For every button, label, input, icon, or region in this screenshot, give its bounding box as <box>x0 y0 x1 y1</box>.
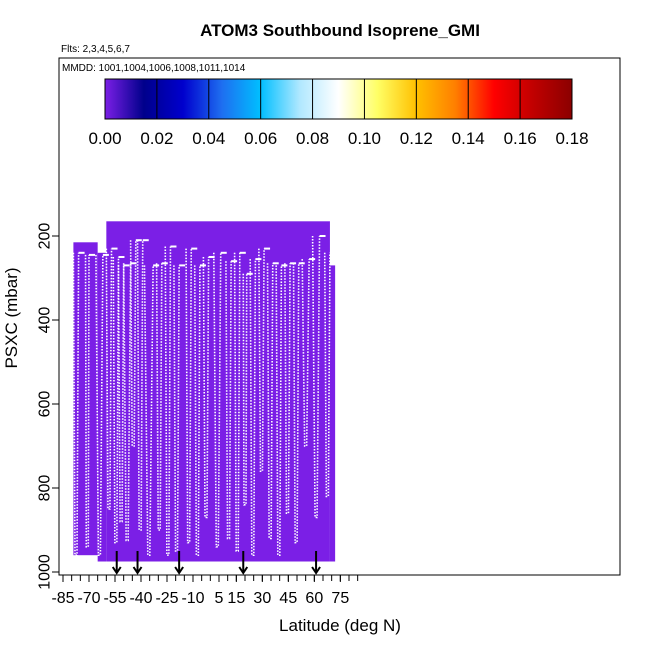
flight-profile <box>155 263 163 531</box>
colorbar-tick-label: 0.04 <box>192 129 225 148</box>
colorbar-gradient <box>104 78 573 120</box>
colorbar-tick-label: 0.02 <box>140 129 173 148</box>
colorbar-tick-label: 0.12 <box>400 129 433 148</box>
flight-profile <box>213 252 222 548</box>
arrow-head <box>111 566 122 575</box>
x-tick-label: -70 <box>77 590 100 607</box>
flight-profile <box>72 252 80 556</box>
y-tick-label: 400 <box>37 307 54 334</box>
x-tick-label: 75 <box>331 590 349 607</box>
flight-profile <box>301 259 310 447</box>
coverage-cell <box>106 221 330 562</box>
flight-profile <box>242 273 248 506</box>
flight-profile <box>164 246 172 556</box>
flight-profile <box>323 252 331 498</box>
y-tick-label: 800 <box>37 475 54 502</box>
arrow-head <box>238 566 249 575</box>
x-tick-label: -55 <box>103 590 126 607</box>
colorbar-tick-label: 0.18 <box>555 129 588 148</box>
x-axis: -85 -70 -55 -40 -25 -10 5 15 30 45 60 75 <box>51 574 359 607</box>
x-tick-label: -40 <box>129 590 152 607</box>
x-axis-label: Latitude (deg N) <box>279 616 401 635</box>
flight-profile <box>292 263 300 544</box>
flight-profile <box>112 256 120 544</box>
mmdd-note: MMDD: 1001,1004,1006,1008,1011,1014 <box>62 63 246 74</box>
x-tick-label: 45 <box>279 590 297 607</box>
y-tick-label: 600 <box>37 391 54 418</box>
flight-profile <box>122 263 132 542</box>
arrow-head <box>174 566 184 575</box>
y-tick-label: 1000 <box>37 554 54 590</box>
flights-note: Flts: 2,3,4,5,6,7 <box>61 44 130 55</box>
flight-profile <box>185 248 193 544</box>
flight-profile <box>136 240 144 531</box>
y-tick-label: 200 <box>37 223 54 250</box>
x-tick-label: 15 <box>227 590 245 607</box>
colorbar-tick-label: 0.08 <box>296 129 329 148</box>
x-tick-label: -10 <box>181 590 204 607</box>
x-tick-label: -25 <box>155 590 178 607</box>
x-tick-label: -85 <box>51 590 74 607</box>
colorbar-tick-label: 0.00 <box>88 129 121 148</box>
flight-profile <box>143 265 154 556</box>
x-tick-label: 30 <box>253 590 271 607</box>
y-axis-label: PSXC (mbar) <box>2 267 21 368</box>
flight-profile <box>275 265 283 556</box>
flight-profile <box>173 265 180 552</box>
flight-profile <box>258 248 265 472</box>
flight-profile <box>225 261 232 540</box>
chart-title: ATOM3 Southbound Isoprene_GMI <box>200 21 480 40</box>
arrow-head <box>311 566 321 575</box>
flight-profile <box>193 265 201 556</box>
x-tick-label: 5 <box>215 590 224 607</box>
coverage-cell <box>329 265 336 562</box>
x-tick-label: 60 <box>305 590 323 607</box>
colorbar: 0.00 0.02 0.04 0.06 0.08 0.10 0.12 0.14 0.16 0.18 <box>88 78 589 148</box>
flight-profile <box>249 259 257 556</box>
y-axis: 200 400 600 800 1000 <box>37 223 59 590</box>
flight-profile <box>202 256 210 519</box>
flight-profile <box>95 254 104 556</box>
plot-layer <box>72 221 336 575</box>
flight-profile <box>105 248 113 510</box>
flight-profile <box>129 240 137 447</box>
arrow-head <box>132 566 143 575</box>
colorbar-tick-label: 0.06 <box>244 129 277 148</box>
colorbar-tick-label: 0.16 <box>504 129 537 148</box>
colorbar-tick-label: 0.14 <box>452 129 485 148</box>
colorbar-tick-label: 0.10 <box>348 129 381 148</box>
flight-profile <box>311 235 321 519</box>
flight-profile <box>266 263 274 540</box>
